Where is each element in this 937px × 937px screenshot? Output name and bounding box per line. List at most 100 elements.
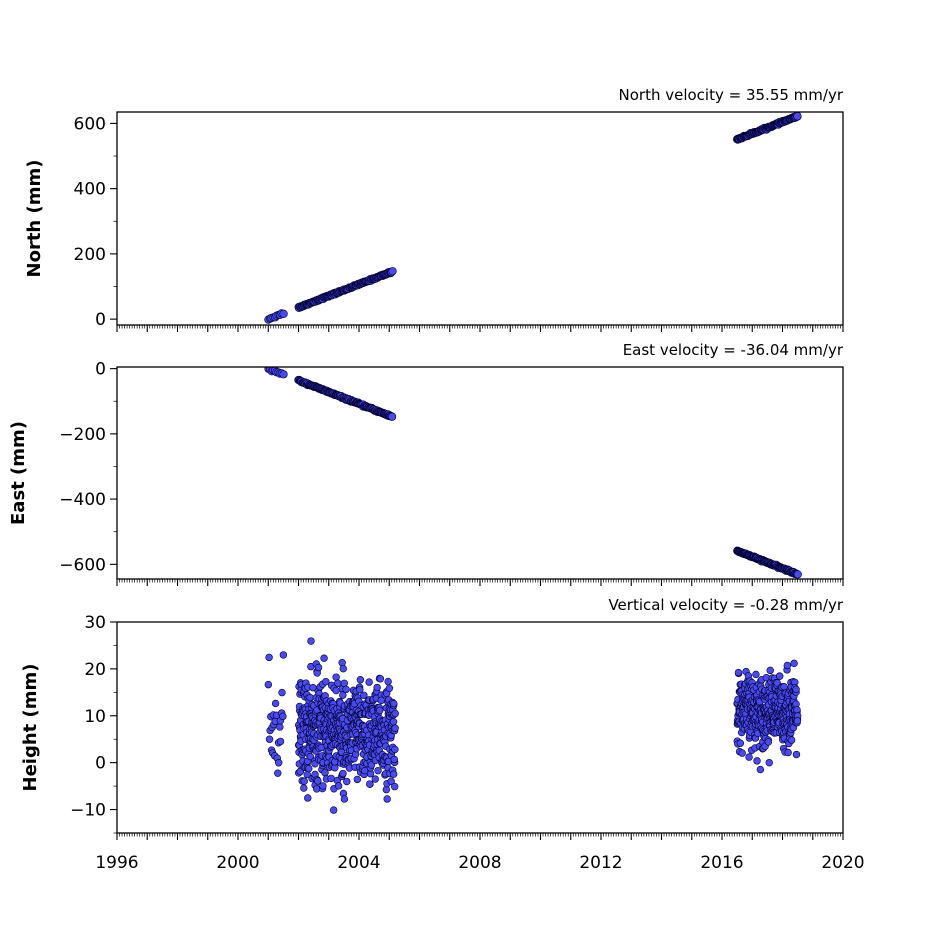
height-data-point (356, 676, 365, 684)
height-data-point (327, 774, 335, 783)
height-data-point (790, 659, 798, 668)
height-data-point (279, 712, 287, 721)
height-data-point (332, 686, 340, 695)
north-ticks: 0 200 400 600 (74, 114, 844, 332)
height-data-point (276, 737, 285, 746)
height-data-point (365, 678, 373, 686)
north-y-tick-label: 400 (74, 180, 106, 200)
height-data-point (300, 784, 308, 792)
height-data-point (389, 718, 398, 726)
north-y-tick-label: 0 (95, 310, 106, 330)
height-data-point (265, 735, 274, 743)
east-y-tick-label: −600 (59, 555, 106, 575)
height-data-point (371, 775, 379, 783)
height-y-tick-label: 30 (84, 613, 106, 633)
east-scatter-points (264, 367, 802, 579)
height-data-point (279, 651, 288, 659)
height-data-point (766, 666, 774, 675)
height-velocity-annotation: Vertical velocity = -0.28 mm/yr (608, 596, 843, 614)
height-data-point (752, 670, 760, 679)
height-data-point (756, 765, 765, 774)
height-data-point (307, 637, 315, 645)
height-data-point (764, 738, 773, 746)
height-data-point (306, 752, 315, 761)
east-velocity-annotation: East velocity = -36.04 mm/yr (623, 341, 844, 359)
height-x-tick-label: 2000 (216, 853, 259, 873)
height-y-tick-label: 0 (95, 754, 106, 774)
height-data-point (736, 739, 745, 747)
height-data-point (784, 748, 792, 757)
height-data-point (356, 685, 364, 694)
east-data-point (793, 570, 802, 579)
height-data-point (340, 679, 348, 687)
height-panel: Height (mm) Vertical velocity = -0.28 mm… (20, 596, 865, 873)
height-data-point (390, 755, 399, 764)
height-data-point (376, 675, 385, 683)
north-data-point (388, 267, 397, 276)
height-x-tick-label: 2004 (337, 853, 380, 873)
north-data-point (279, 309, 288, 318)
height-data-point (366, 780, 374, 788)
height-data-point (745, 753, 753, 761)
height-data-point (390, 770, 398, 778)
height-data-point (390, 782, 399, 791)
height-ticks: 1996 2000 2004 2008 2012 2016 2020 −10 0 10 20 30 (70, 613, 865, 873)
height-data-point (787, 736, 796, 744)
height-data-point (339, 664, 347, 673)
height-data-point (332, 673, 340, 681)
north-y-tick-label: 600 (74, 114, 106, 134)
height-scatter-points (264, 637, 802, 814)
east-data-point (279, 370, 288, 379)
height-data-point (753, 757, 761, 765)
east-panel: East (mm) East velocity = -36.04 mm/yr 0… (8, 341, 844, 586)
north-velocity-annotation: North velocity = 35.55 mm/yr (619, 86, 844, 104)
east-y-tick-label: −400 (59, 490, 106, 510)
height-data-point (265, 653, 273, 662)
height-data-point (319, 782, 327, 790)
height-data-point (314, 663, 323, 672)
north-ylabel: North (mm) (24, 160, 45, 278)
height-data-point (304, 794, 312, 802)
height-y-tick-label: 10 (84, 707, 106, 727)
height-x-tick-label: 2012 (579, 853, 622, 873)
height-data-point (338, 659, 346, 667)
height-data-point (322, 677, 330, 686)
east-ylabel: East (mm) (8, 421, 29, 525)
height-data-point (329, 806, 338, 814)
height-data-point (783, 661, 792, 670)
height-ylabel: Height (mm) (20, 664, 41, 792)
north-data-point (793, 112, 802, 121)
height-data-point (384, 677, 392, 686)
height-data-point (390, 699, 398, 708)
height-data-point (340, 795, 349, 803)
height-data-point (391, 745, 399, 754)
height-data-point (274, 769, 282, 777)
height-data-point (314, 777, 322, 785)
height-y-tick-label: 20 (84, 660, 106, 680)
height-data-point (339, 691, 347, 699)
height-data-point (321, 768, 329, 777)
height-y-tick-label: −10 (70, 801, 106, 821)
height-data-point (320, 654, 328, 662)
height-data-point (383, 795, 391, 803)
height-data-point (391, 724, 399, 732)
east-y-tick-label: −200 (59, 425, 106, 445)
height-data-point (271, 699, 280, 708)
height-data-point (792, 685, 800, 694)
height-data-point (385, 684, 394, 692)
height-data-point (374, 766, 382, 775)
height-x-tick-label: 2008 (458, 853, 501, 873)
height-data-point (387, 777, 395, 785)
height-data-point (360, 691, 368, 699)
height-data-point (353, 775, 362, 784)
height-data-point (793, 717, 802, 725)
height-data-point (792, 750, 801, 759)
height-x-tick-label: 2020 (821, 853, 864, 873)
height-data-point (765, 758, 773, 767)
height-data-point (734, 668, 743, 677)
north-y-tick-label: 200 (74, 245, 106, 265)
height-x-tick-label: 1996 (95, 853, 138, 873)
north-panel: North (mm) North velocity = 35.55 mm/yr … (24, 86, 844, 332)
height-data-point (305, 764, 313, 773)
